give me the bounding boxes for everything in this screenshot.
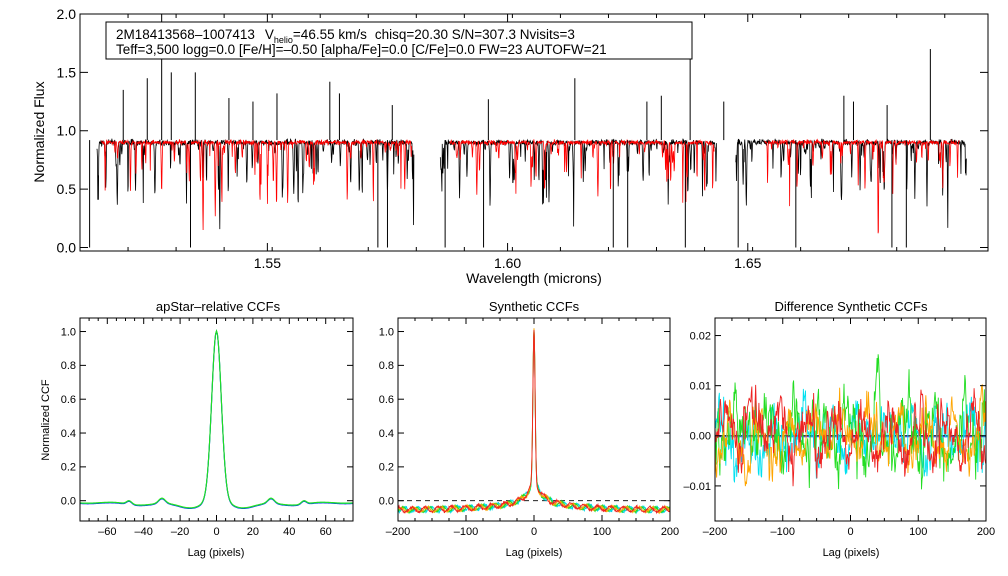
synthetic-ccf-plot-area [398,328,670,515]
x-tick-label: 0 [847,526,853,538]
synthetic-ccf-ticks: –200 –100 0 100 200 0.0 0.2 0.4 0.6 0.8 1.0 [379,318,679,538]
x-tick-label: 200 [661,526,679,538]
y-tick-label: 1.5 [57,64,77,80]
apstar-ccf-title: apStar–relative CCFs [156,299,281,314]
difference-ccf-plot-area [715,354,986,490]
vhelio-subscript: helio [274,35,293,45]
y-tick-label: 0.0 [57,239,77,255]
x-tick-label: –60 [98,526,116,538]
difference-ccf-panel: Difference Synthetic CCFs –200 –100 0 100 20… [683,299,995,559]
synthetic-ccf-title: Synthetic CCFs [489,299,580,314]
x-tick-label: –100 [454,526,478,538]
y-tick-label: –0.01 [683,481,711,493]
spectrum-ylabel: Normalized Flux [31,81,47,182]
apstar-ccf-plot-area [80,328,353,510]
synthetic-ccf-frame [397,317,671,522]
x-tick-label: –100 [771,526,795,538]
spectrum-xlabel: Wavelength (microns) [466,270,602,286]
y-tick-label: 0.2 [61,462,76,474]
x-tick-label: 0 [531,526,537,538]
y-tick-label: 2.0 [57,6,77,22]
y-tick-label: 1.0 [57,123,77,139]
x-tick-label: 0 [213,526,219,538]
spectrum-ticks: 1.55 1.60 1.65 0.0 0.5 1.0 1.5 2.0 [57,6,988,271]
y-tick-label: 0.01 [690,381,711,393]
x-tick-label: 100 [593,526,611,538]
apstar-ccf-panel: apStar–relative CCFs –60 –40 –20 0 20 40 60 0.0… [40,299,354,559]
x-tick-label: 40 [283,526,295,538]
diff-red-curve [715,384,986,487]
difference-ccf-ticks: –200 –100 0 100 200 0.02 0.01 0.00 –0.01 [683,318,995,538]
ccf-teal-curve [80,329,353,509]
y-tick-label: 0.8 [379,360,394,372]
apstar-ccf-frame [79,317,354,522]
spectrum-annotation: 2M18413568–1007413 Vhelio=46.55 km/s chisq… [105,21,693,60]
ccf-green-curve [398,328,670,515]
spectrum-frame [79,13,989,252]
difference-ccf-title: Difference Synthetic CCFs [775,299,928,314]
ccf-green-curve [80,328,353,509]
spectrum-panel: 1.55 1.60 1.65 0.0 0.5 1.0 1.5 2.0 Wavelength (… [31,6,989,286]
synthetic-spectrum-trace [101,138,412,231]
x-tick-label: 1.55 [254,255,281,271]
x-tick-label: 200 [977,526,995,538]
x-tick-label: 100 [909,526,927,538]
ccf-cyan-curve [398,330,670,515]
synthetic-spectrum-trace [764,138,960,234]
spectrum-plot [89,14,967,248]
star-id: 2M18413568–1007413 [116,27,255,42]
y-tick-label: 0.0 [61,496,76,508]
synthetic-spectrum-trace [449,138,715,203]
vhelio-value: =46.55 km/s [293,27,367,42]
difference-ccf-xlabel: Lag (pixels) [823,547,880,559]
ccf-red-curve [398,330,670,515]
ccf-orange-curve [398,328,670,515]
y-tick-label: 0.6 [61,394,76,406]
synthetic-ccf-xlabel: Lag (pixels) [506,547,563,559]
x-tick-label: 60 [320,526,332,538]
x-tick-label: –200 [703,526,727,538]
x-tick-label: –200 [386,526,410,538]
fit-stats: chisq=20.30 S/N=307.3 Nvisits=3 [375,27,575,42]
y-tick-label: 0.5 [57,181,77,197]
apstar-ccf-ticks: –60 –40 –20 0 20 40 60 0.0 0.2 0.4 0.6 0.8 1.0 [61,318,354,538]
y-tick-label: 0.0 [379,496,394,508]
annotation-line2: Teff=3,500 logg=0.0 [Fe/H]=–0.50 [alpha/… [116,42,607,57]
y-tick-label: 1.0 [379,326,394,338]
y-tick-label: 0.00 [690,431,711,443]
apstar-ccf-ylabel: Normalized CCF [40,379,52,461]
x-tick-label: 1.60 [494,255,521,271]
y-tick-label: 0.8 [61,360,76,372]
y-tick-label: 0.4 [379,428,394,440]
synthetic-ccf-panel: Synthetic CCFs –200 –100 0 100 200 0.0 0.2 0.4 0… [379,299,679,559]
vhelio-symbol: V [265,27,274,42]
x-tick-label: –40 [135,526,153,538]
x-tick-label: –20 [171,526,189,538]
x-tick-label: 20 [247,526,259,538]
annotation-line1: 2M18413568–1007413 Vhelio=46.55 km/s chisq… [116,27,575,45]
y-tick-label: 0.02 [690,330,711,342]
y-tick-label: 0.6 [379,394,394,406]
annotation-box [105,21,693,60]
x-tick-label: 1.65 [734,255,761,271]
apstar-ccf-xlabel: Lag (pixels) [188,547,245,559]
observed-spectrum-trace [735,138,967,228]
spectrum-plot-area [89,14,967,248]
y-tick-label: 0.2 [379,462,394,474]
y-tick-label: 1.0 [61,326,76,338]
ccf-blue-curve [80,329,353,510]
y-tick-label: 0.4 [61,428,76,440]
